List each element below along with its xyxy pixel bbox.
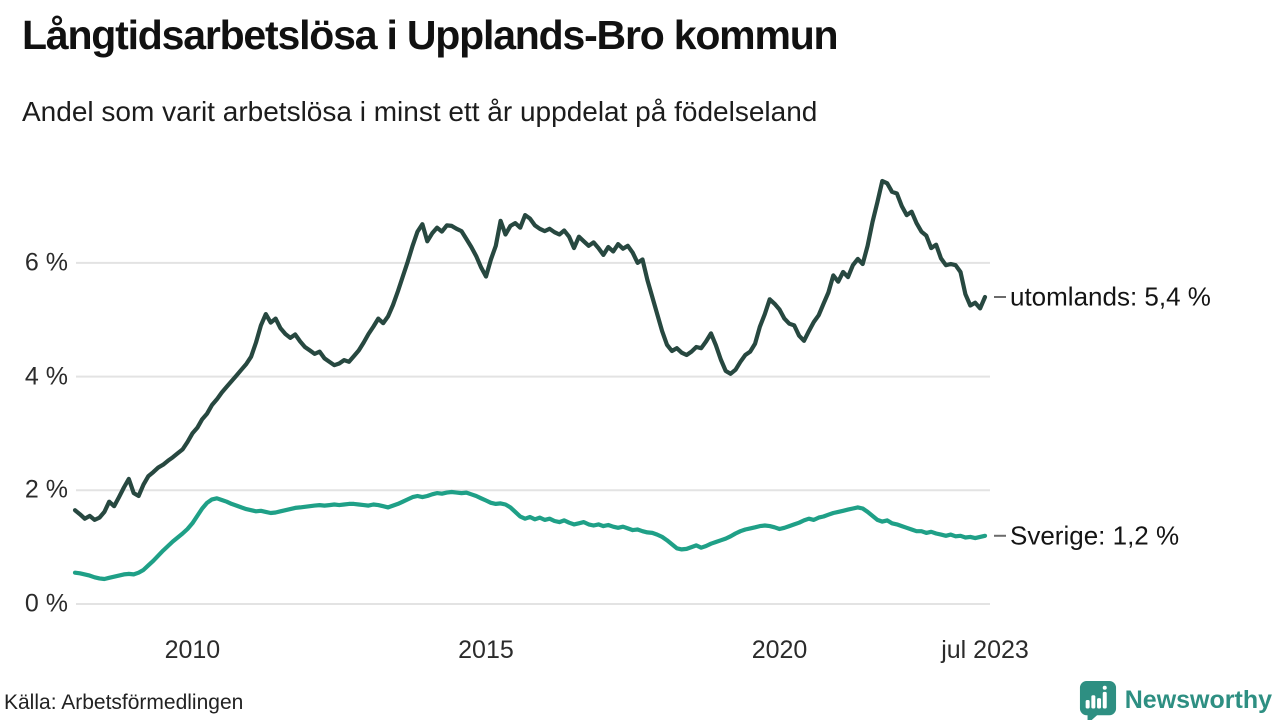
utomlands-line [72,178,988,523]
source-note: Källa: Arbetsförmedlingen [4,691,244,714]
utomlands-series-label: utomlands: 5,4 % [1010,281,1211,312]
y-tick-label: 2 % [24,475,68,504]
brand-name: Newsworthy [1124,685,1272,714]
page-subtitle: Andel som varit arbetslösa i minst ett å… [22,96,818,127]
x-tick-label: 2010 [164,636,221,664]
page-title: Långtidsarbetslösa i Upplands-Bro kommun [22,12,839,58]
x-tick-label: 2015 [458,636,514,664]
brand-logo: Newsworthy [1079,680,1272,720]
y-tick-label: 0 % [24,589,68,618]
sverige-series-label: Sverige: 1,2 % [1010,520,1180,551]
y-tick-label: 6 % [24,248,68,277]
x-tick-label: 2020 [751,636,808,664]
x-tick-label: jul 2023 [941,636,1029,664]
newsworthy-icon [1079,681,1116,720]
y-tick-label: 4 % [24,362,68,391]
sverige-line [72,489,988,582]
